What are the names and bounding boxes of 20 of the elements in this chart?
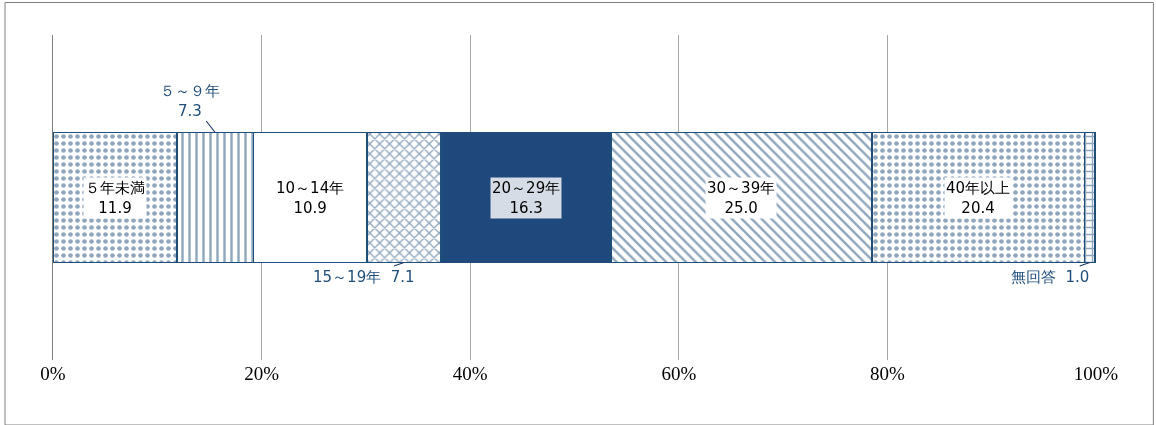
data-label: 25.0: [724, 198, 758, 217]
x-tick-label: 80%: [869, 363, 905, 384]
x-tick-label: 100%: [1073, 363, 1119, 384]
text: 無回答 1.0: [1011, 268, 1090, 286]
series-label: 40年以上: [946, 179, 1011, 197]
x-tick-label: 20%: [244, 363, 280, 384]
text: ５～９年: [160, 82, 220, 100]
series-label: 20～29年: [492, 179, 561, 197]
data-label: 11.9: [98, 198, 132, 217]
series-label: 30～39年: [707, 179, 776, 197]
data-label: 10.9: [293, 198, 327, 217]
data-label: 7.3: [178, 101, 202, 120]
x-tick-label: 0%: [40, 363, 66, 384]
text: 15～19年 7.1: [313, 268, 415, 286]
x-tick-label: 60%: [661, 363, 697, 384]
series-label: 10～14年: [276, 179, 345, 197]
series-label: ５年未満: [85, 179, 145, 197]
x-tick-label: 40%: [452, 363, 488, 384]
data-label: 20.4: [961, 198, 995, 217]
data-label: 16.3: [509, 198, 543, 217]
